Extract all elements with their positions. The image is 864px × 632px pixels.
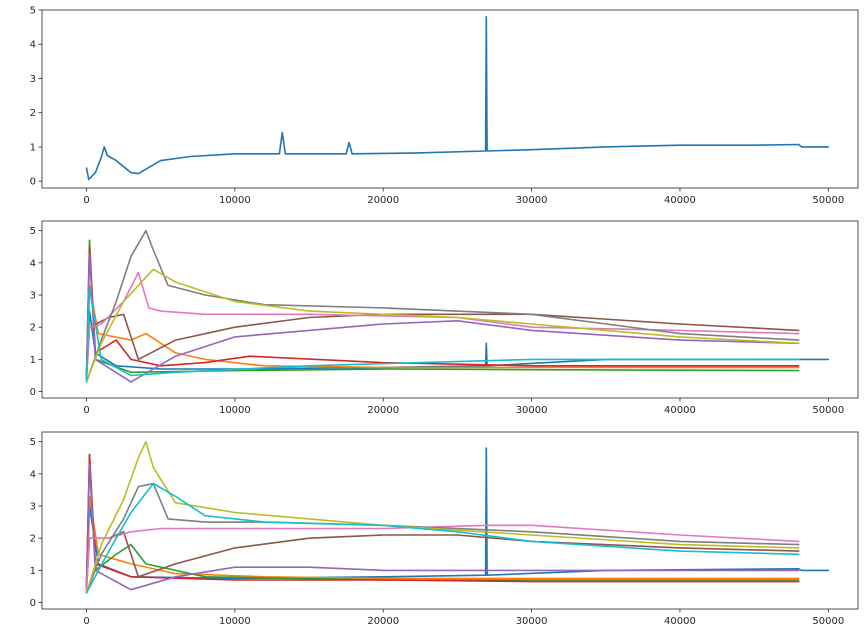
y-tick-label: 2	[30, 534, 36, 545]
chart-panel-middle: 0 10000 20000 30000 40000 50000 0 1 2 3 4 5	[30, 220, 859, 416]
x-tick-label: 0	[83, 405, 89, 416]
series-line-middle-8	[85, 268, 800, 383]
x-tick-label: 20000	[367, 195, 399, 206]
y-tick-label: 4	[30, 469, 36, 480]
y-tick-label: 1	[30, 142, 36, 153]
y-tick-label: 5	[30, 226, 36, 237]
x-tick-label: 30000	[516, 616, 548, 627]
series-line-bottom-7	[85, 482, 800, 594]
series-line-bottom-9	[85, 482, 800, 594]
x-tick-label: 50000	[812, 195, 844, 206]
y-tick-label: 0	[30, 387, 36, 398]
y-tick-label: 3	[30, 74, 36, 85]
y-tick-label: 1	[30, 355, 36, 366]
y-tick-label: 2	[30, 323, 36, 334]
chart-panel-bottom: 0 10000 20000 30000 40000 50000 0 1 2 3 4 5	[30, 431, 859, 627]
series-line-middle-1	[85, 284, 800, 377]
series-line-middle-7	[85, 229, 800, 383]
series-line-bottom-6	[85, 524, 800, 591]
series-line-middle-4	[85, 252, 800, 383]
x-tick-label: 50000	[812, 616, 844, 627]
y-tick-label: 3	[30, 291, 36, 302]
series-line-bottom-8	[85, 440, 800, 594]
x-tick-label: 40000	[664, 195, 696, 206]
y-tick-label: 2	[30, 108, 36, 119]
x-tick-label: 0	[83, 616, 89, 627]
y-tick-label: 3	[30, 502, 36, 513]
y-tick-label: 1	[30, 566, 36, 577]
x-tick-label: 30000	[516, 195, 548, 206]
series-line-top-0	[85, 16, 830, 181]
y-tick-label: 0	[30, 598, 36, 609]
x-tick-label: 10000	[219, 616, 251, 627]
x-tick-label: 40000	[664, 405, 696, 416]
y-tick-label: 5	[30, 437, 36, 448]
x-tick-label: 20000	[367, 405, 399, 416]
axes-frame-top	[41, 9, 859, 189]
x-tick-label: 50000	[812, 405, 844, 416]
series-line-middle-6	[85, 271, 800, 380]
x-tick-label: 20000	[367, 616, 399, 627]
chart-panel-top: 0 10000 20000 30000 40000 50000 0 1 2 3 4 5	[30, 6, 859, 206]
series-line-bottom-4	[85, 463, 800, 591]
axes-frame-bottom	[41, 431, 859, 610]
x-tick-label: 30000	[516, 405, 548, 416]
x-tick-label: 10000	[219, 405, 251, 416]
y-tick-label: 4	[30, 40, 36, 51]
x-tick-label: 10000	[219, 195, 251, 206]
axes-frame-middle	[41, 220, 859, 399]
y-tick-label: 4	[30, 258, 36, 269]
x-tick-label: 0	[83, 195, 89, 206]
y-tick-label: 0	[30, 177, 36, 188]
series-line-middle-9	[85, 287, 800, 383]
y-tick-label: 5	[30, 6, 36, 17]
x-tick-label: 40000	[664, 616, 696, 627]
